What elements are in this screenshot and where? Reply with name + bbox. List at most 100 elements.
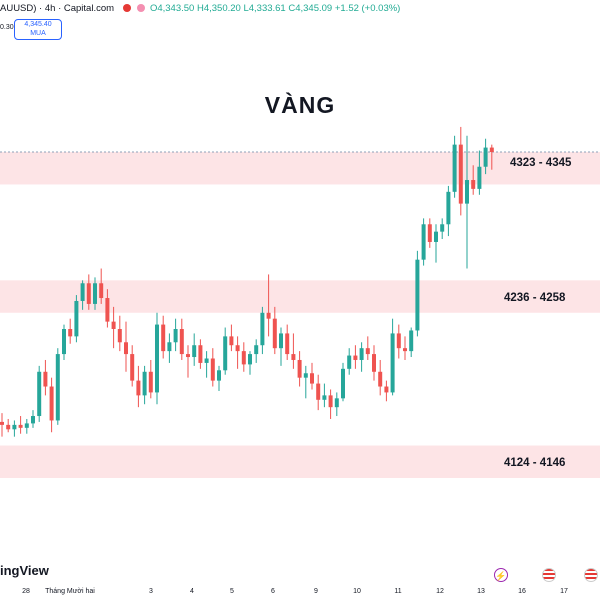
candle <box>93 277 97 310</box>
candle-body <box>266 312 271 319</box>
x-tick: 9 <box>314 588 318 595</box>
candle-body <box>74 300 79 337</box>
candle-body <box>161 324 166 352</box>
candle-body <box>297 359 302 378</box>
candle-body <box>142 371 147 396</box>
candle-body <box>210 358 215 381</box>
candle-body <box>279 333 283 349</box>
candle-body <box>24 423 29 428</box>
chart-header: AUUSD) · 4h · Capital.com O4,343.50 H4,3… <box>0 3 400 14</box>
status-dot-pink-icon <box>137 4 146 12</box>
candle-body <box>272 318 277 349</box>
candle <box>74 295 79 343</box>
candle-body <box>99 283 104 299</box>
candle-body <box>223 336 228 371</box>
candle-body <box>328 395 333 408</box>
candle <box>62 324 66 360</box>
candle <box>341 362 345 402</box>
candle <box>124 321 128 372</box>
candle-body <box>415 259 420 331</box>
candle-body <box>310 373 314 384</box>
candle <box>372 345 376 381</box>
candle <box>130 345 135 387</box>
candle <box>99 268 104 304</box>
candle <box>446 185 451 237</box>
candle-body <box>483 147 488 167</box>
candle <box>111 306 116 349</box>
us-flag-event-icon[interactable] <box>542 568 556 582</box>
x-tick: 12 <box>436 588 444 595</box>
candle-body <box>241 351 246 365</box>
candle-body <box>55 354 60 421</box>
candle-body <box>229 336 234 346</box>
candle-body <box>248 354 252 365</box>
candle <box>483 138 488 175</box>
candle-body <box>217 370 221 381</box>
tradingview-logo[interactable]: ingView <box>0 563 49 578</box>
x-tick: 5 <box>230 588 234 595</box>
candle-body <box>378 371 383 387</box>
buy-value: 4,345.40 <box>24 21 52 28</box>
candle <box>198 339 203 369</box>
candle <box>229 324 234 352</box>
candle <box>316 374 321 411</box>
candle <box>403 336 407 360</box>
x-tick: 13 <box>477 588 485 595</box>
candle-body <box>179 329 184 355</box>
candle-body <box>322 395 327 400</box>
candle-body <box>105 298 110 322</box>
candle <box>434 224 438 263</box>
candle <box>86 274 91 310</box>
candle-body <box>254 345 259 355</box>
candle <box>458 126 463 216</box>
candle-body <box>477 166 482 189</box>
x-tick: 4 <box>190 588 194 595</box>
candle <box>465 135 469 269</box>
candle-body <box>204 358 209 363</box>
candle <box>310 362 314 390</box>
candle-body <box>18 424 23 428</box>
candle <box>55 348 60 425</box>
candle <box>353 345 358 369</box>
candle <box>49 377 54 433</box>
ohlc-low: L4,333.61 <box>243 3 286 14</box>
candle-body <box>427 224 432 242</box>
candle-body <box>471 180 476 189</box>
flash-event-icon[interactable]: ⚡ <box>494 568 508 582</box>
candle <box>291 333 296 369</box>
candle-body <box>86 283 91 304</box>
candle-body <box>359 348 364 360</box>
sell-value: 0.30 <box>0 24 14 31</box>
chart-title: VÀNG <box>264 92 336 118</box>
candle <box>254 339 259 363</box>
candle <box>328 389 333 419</box>
candle-body <box>341 368 345 399</box>
candle <box>24 418 29 434</box>
candle-body <box>37 371 42 417</box>
us-flag-event-icon[interactable] <box>584 568 598 582</box>
candle <box>6 418 11 433</box>
candle-body <box>334 398 339 408</box>
candle-body <box>192 345 197 358</box>
candle-body <box>130 354 135 381</box>
x-tick: Tháng Mười hai <box>45 588 95 595</box>
zone-label-top: 4323 - 4345 <box>510 157 572 169</box>
candle <box>378 359 383 396</box>
candle-body <box>167 342 172 352</box>
candle-body <box>80 283 85 301</box>
candle-body <box>68 329 73 337</box>
zone-band <box>0 445 600 478</box>
candle-body <box>347 355 352 369</box>
ohlc-high: H4,350.20 <box>196 3 241 14</box>
candle-body <box>434 231 438 242</box>
symbol-label[interactable]: AUUSD) · 4h · Capital.com <box>0 3 115 14</box>
candle <box>471 165 476 195</box>
candle <box>12 420 17 437</box>
candle <box>365 336 370 360</box>
buy-button[interactable]: 4,345.40 MUA <box>14 19 62 40</box>
x-tick: 10 <box>353 588 361 595</box>
candle <box>334 392 339 417</box>
candle-body <box>43 371 48 387</box>
ohlc-change: +1.52 (+0.03%) <box>334 3 401 14</box>
